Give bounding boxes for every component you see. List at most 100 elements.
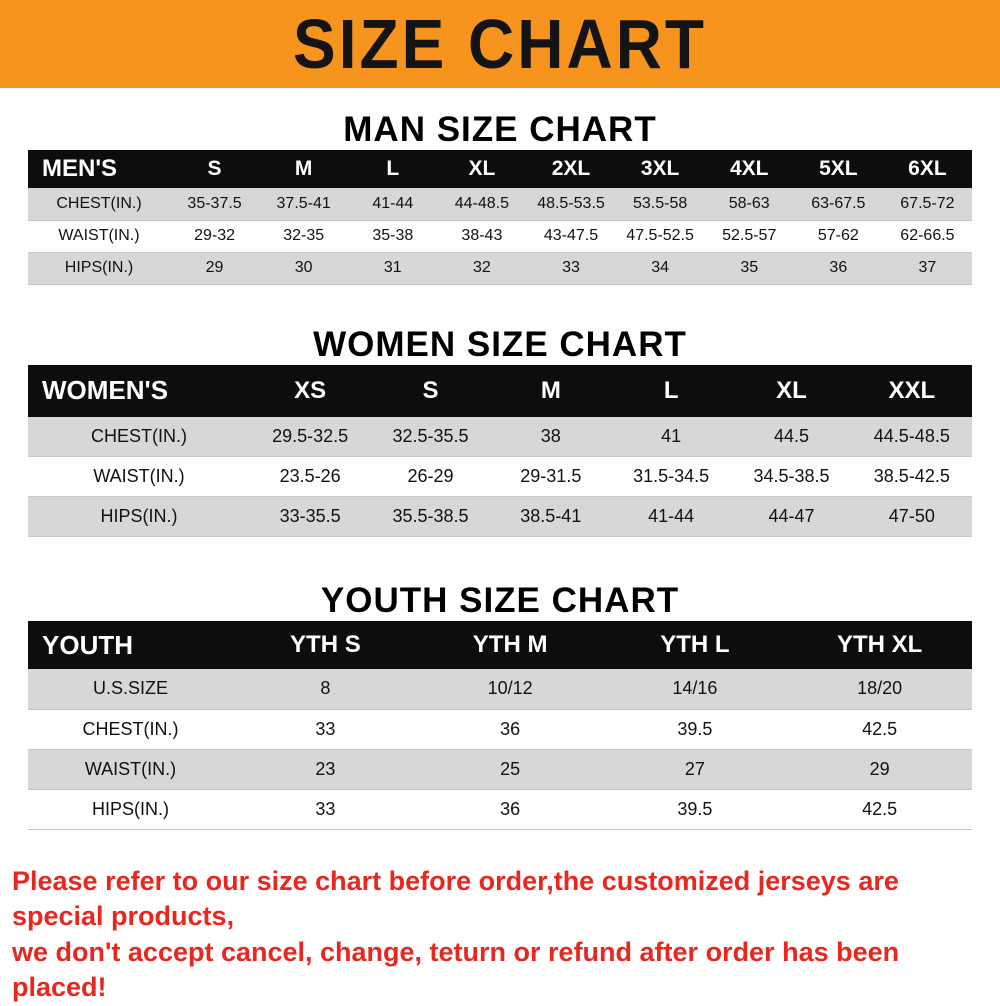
size-value-cell: 62-66.5 [883, 220, 972, 252]
size-value-cell: 41-44 [611, 497, 731, 537]
size-value-cell: 44-48.5 [437, 188, 526, 220]
size-value-cell: 47.5-52.5 [616, 220, 705, 252]
disclaimer-line-1: Please refer to our size chart before or… [12, 864, 988, 935]
size-chart-banner: SIZE CHART [0, 0, 1000, 88]
size-value-cell: 48.5-53.5 [526, 188, 615, 220]
size-column-header: YTH M [418, 621, 603, 669]
size-value-cell: 63-67.5 [794, 188, 883, 220]
table-title-cell: MEN'S [28, 150, 170, 188]
size-value-cell: 67.5-72 [883, 188, 972, 220]
size-value-cell: 25 [418, 749, 603, 789]
order-disclaimer: Please refer to our size chart before or… [0, 864, 1000, 1006]
size-value-cell: 31 [348, 252, 437, 284]
size-value-cell: 38 [491, 417, 611, 457]
man-chart-heading: MAN SIZE CHART [0, 110, 1000, 150]
measure-label-cell: CHEST(IN.) [28, 417, 250, 457]
measure-label-cell: HIPS(IN.) [28, 252, 170, 284]
size-column-header: S [370, 365, 490, 417]
size-value-cell: 53.5-58 [616, 188, 705, 220]
size-value-cell: 34 [616, 252, 705, 284]
size-value-cell: 35 [705, 252, 794, 284]
size-value-cell: 39.5 [603, 709, 788, 749]
size-value-cell: 44-47 [731, 497, 851, 537]
size-column-header: L [611, 365, 731, 417]
size-value-cell: 26-29 [370, 457, 490, 497]
size-column-header: XL [731, 365, 851, 417]
size-value-cell: 47-50 [852, 497, 972, 537]
size-column-header: M [259, 150, 348, 188]
size-value-cell: 32.5-35.5 [370, 417, 490, 457]
size-value-cell: 29-31.5 [491, 457, 611, 497]
size-column-header: S [170, 150, 259, 188]
size-value-cell: 38-43 [437, 220, 526, 252]
size-value-cell: 37 [883, 252, 972, 284]
size-value-cell: 58-63 [705, 188, 794, 220]
size-value-cell: 37.5-41 [259, 188, 348, 220]
size-value-cell: 32-35 [259, 220, 348, 252]
measure-label-cell: HIPS(IN.) [28, 789, 233, 829]
size-value-cell: 34.5-38.5 [731, 457, 851, 497]
size-value-cell: 18/20 [787, 669, 972, 709]
size-column-header: 6XL [883, 150, 972, 188]
size-value-cell: 52.5-57 [705, 220, 794, 252]
size-value-cell: 8 [233, 669, 418, 709]
size-value-cell: 29 [170, 252, 259, 284]
size-column-header: 5XL [794, 150, 883, 188]
size-value-cell: 42.5 [787, 709, 972, 749]
youth-chart-heading: YOUTH SIZE CHART [0, 581, 1000, 621]
size-value-cell: 43-47.5 [526, 220, 615, 252]
measure-label-cell: WAIST(IN.) [28, 220, 170, 252]
size-value-cell: 33 [526, 252, 615, 284]
size-value-cell: 35-37.5 [170, 188, 259, 220]
size-column-header: M [491, 365, 611, 417]
measure-label-cell: HIPS(IN.) [28, 497, 250, 537]
size-column-header: 2XL [526, 150, 615, 188]
size-value-cell: 57-62 [794, 220, 883, 252]
size-value-cell: 23.5-26 [250, 457, 370, 497]
size-value-cell: 36 [418, 709, 603, 749]
table-title-cell: YOUTH [28, 621, 233, 669]
size-value-cell: 38.5-42.5 [852, 457, 972, 497]
size-value-cell: 27 [603, 749, 788, 789]
size-column-header: 4XL [705, 150, 794, 188]
size-column-header: YTH XL [787, 621, 972, 669]
size-value-cell: 35.5-38.5 [370, 497, 490, 537]
size-value-cell: 41-44 [348, 188, 437, 220]
size-column-header: YTH L [603, 621, 788, 669]
size-value-cell: 14/16 [603, 669, 788, 709]
size-value-cell: 33 [233, 789, 418, 829]
size-value-cell: 36 [418, 789, 603, 829]
size-value-cell: 35-38 [348, 220, 437, 252]
size-value-cell: 10/12 [418, 669, 603, 709]
size-value-cell: 44.5 [731, 417, 851, 457]
size-value-cell: 29 [787, 749, 972, 789]
size-column-header: L [348, 150, 437, 188]
disclaimer-line-2: we don't accept cancel, change, teturn o… [12, 935, 988, 1006]
measure-label-cell: WAIST(IN.) [28, 749, 233, 789]
size-value-cell: 41 [611, 417, 731, 457]
women-chart-heading: WOMEN SIZE CHART [0, 325, 1000, 365]
size-value-cell: 29.5-32.5 [250, 417, 370, 457]
size-value-cell: 33-35.5 [250, 497, 370, 537]
size-column-header: YTH S [233, 621, 418, 669]
size-column-header: XL [437, 150, 526, 188]
size-value-cell: 30 [259, 252, 348, 284]
size-value-cell: 31.5-34.5 [611, 457, 731, 497]
size-value-cell: 42.5 [787, 789, 972, 829]
size-column-header: XXL [852, 365, 972, 417]
table-title-cell: WOMEN'S [28, 365, 250, 417]
size-value-cell: 39.5 [603, 789, 788, 829]
